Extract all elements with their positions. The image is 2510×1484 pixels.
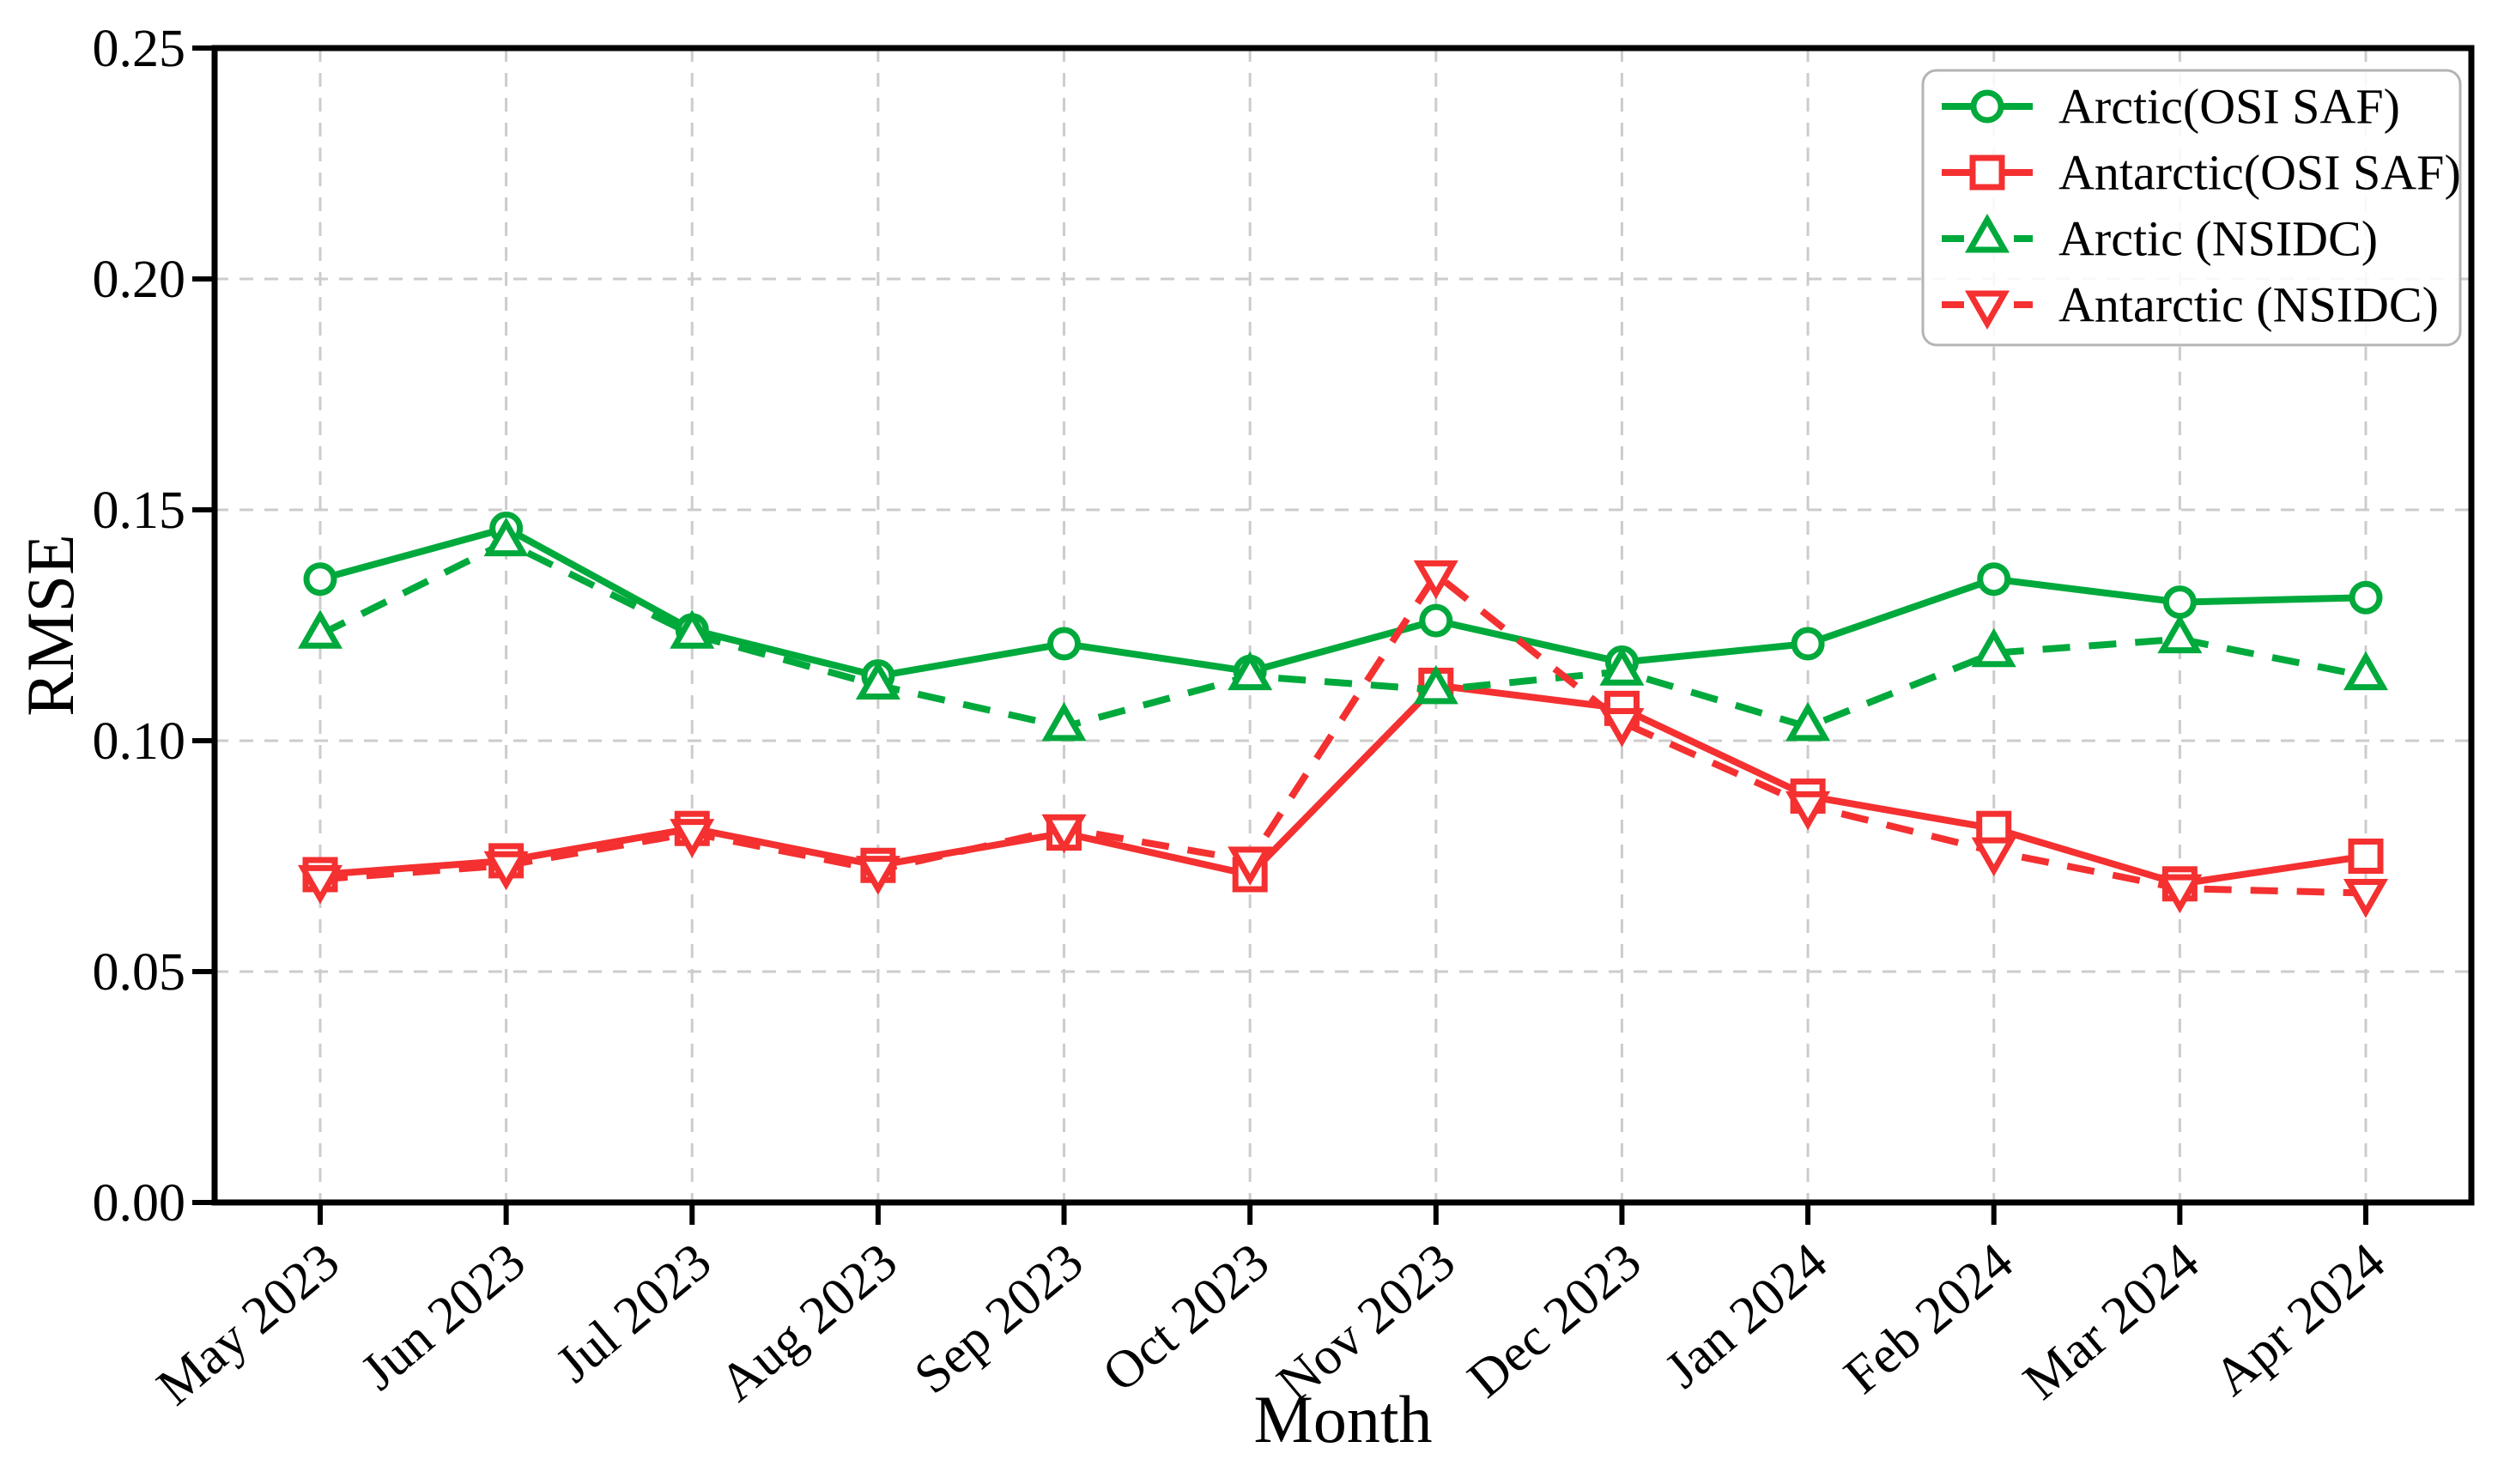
data-point-marker — [1970, 89, 2004, 124]
x-tick-label: Aug 2023 — [709, 1233, 908, 1413]
y-tick-label: 0.20 — [93, 251, 186, 309]
x-axis-title: Month — [1253, 1382, 1432, 1457]
plot-border — [211, 45, 2475, 1206]
data-point-marker — [1969, 154, 2005, 191]
x-tick-label: Feb 2024 — [1834, 1233, 2024, 1406]
legend-item: Antarctic (NSIDC) — [1942, 277, 2439, 333]
legend-item: Antarctic(OSI SAF) — [1942, 145, 2461, 201]
data-point-marker — [2343, 879, 2389, 918]
y-tick-labels: 0.00 0.05 0.10 0.15 0.20 0.25 — [93, 20, 186, 1233]
legend-label: Antarctic(OSI SAF) — [2058, 145, 2461, 201]
data-point-marker — [1785, 701, 1831, 742]
data-point-marker — [1964, 213, 2010, 253]
data-point-marker — [1977, 562, 2011, 597]
legend-label: Arctic (NSIDC) — [2058, 211, 2378, 267]
x-tick-label: Oct 2023 — [1092, 1233, 1280, 1403]
data-point-marker — [1791, 627, 1825, 661]
data-point-marker — [1047, 627, 1082, 661]
data-point-marker — [483, 851, 529, 891]
data-point-marker — [670, 609, 715, 649]
legend-box — [1921, 69, 2462, 347]
y-tick-label: 0.15 — [93, 482, 186, 540]
series-line — [318, 538, 2367, 730]
data-point-marker — [2348, 839, 2384, 874]
data-point-marker — [670, 819, 715, 858]
data-point-marker — [297, 609, 343, 649]
y-tick-label: 0.05 — [93, 943, 186, 1002]
legend-label: Antarctic (NSIDC) — [2058, 277, 2439, 333]
legend-item: Arctic (NSIDC) — [1942, 211, 2378, 267]
data-point-marker — [303, 562, 337, 597]
legend-label: Arctic(OSI SAF) — [2058, 79, 2400, 135]
x-tick-label: Jan 2024 — [1654, 1233, 1838, 1400]
data-point-marker — [1413, 664, 1458, 705]
y-tick-label: 0.10 — [93, 712, 186, 771]
series-arctic-osi-saf- — [303, 512, 2383, 694]
data-point-marker — [1041, 814, 1087, 854]
data-point-marker — [2343, 651, 2389, 691]
data-point-marker — [1971, 837, 2016, 877]
x-tick-label: Apr 2024 — [2204, 1233, 2396, 1408]
data-point-marker — [297, 864, 343, 905]
legend: Arctic(OSI SAF) Antarctic(OSI SAF) Arctic … — [1921, 69, 2462, 347]
data-point-marker — [1964, 290, 2010, 330]
legend-item: Arctic(OSI SAF) — [1942, 79, 2400, 135]
data-point-marker — [1413, 560, 1458, 600]
series-line — [319, 681, 2367, 887]
series-antarctic-nsidc- — [297, 560, 2389, 918]
data-point-marker — [2157, 614, 2203, 654]
data-point-marker — [2162, 585, 2197, 620]
y-tick-label: 0.00 — [93, 1174, 186, 1233]
data-point-marker — [1041, 701, 1087, 742]
data-point-marker — [1599, 707, 1645, 748]
x-tick-label: Jun 2023 — [350, 1233, 537, 1402]
data-point-marker — [1228, 651, 1273, 691]
x-tick-label: Mar 2024 — [2013, 1233, 2210, 1411]
data-point-marker — [2157, 874, 2203, 914]
y-tick-label: 0.25 — [93, 20, 186, 78]
data-point-marker — [1971, 627, 2016, 668]
data-point-marker — [855, 660, 900, 700]
y-axis-title: RMSE — [13, 534, 88, 716]
series-arctic-nsidc- — [297, 517, 2389, 742]
x-tick-label: Dec 2023 — [1457, 1233, 1652, 1409]
data-point-marker — [1228, 846, 1273, 886]
data-point-marker — [855, 856, 900, 895]
data-point-marker — [1785, 790, 1831, 831]
x-tick-label: Sep 2023 — [904, 1233, 1094, 1406]
series-line — [318, 524, 2367, 680]
series-line — [319, 571, 2367, 897]
data-point-marker — [1419, 603, 1453, 638]
x-tick-label: May 2023 — [146, 1233, 350, 1417]
axis-ticks — [192, 45, 2368, 1225]
data-point-marker — [1599, 646, 1645, 686]
data-point-marker — [2349, 580, 2383, 615]
x-tick-label: Jul 2023 — [545, 1233, 722, 1394]
data-point-marker — [483, 517, 529, 557]
